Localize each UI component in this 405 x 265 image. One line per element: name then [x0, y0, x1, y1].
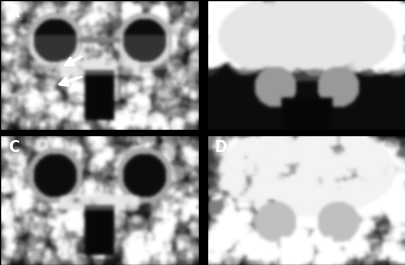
- Text: B: B: [215, 5, 226, 20]
- Text: D: D: [215, 140, 227, 155]
- Text: C: C: [8, 140, 19, 155]
- Text: A: A: [8, 5, 20, 20]
